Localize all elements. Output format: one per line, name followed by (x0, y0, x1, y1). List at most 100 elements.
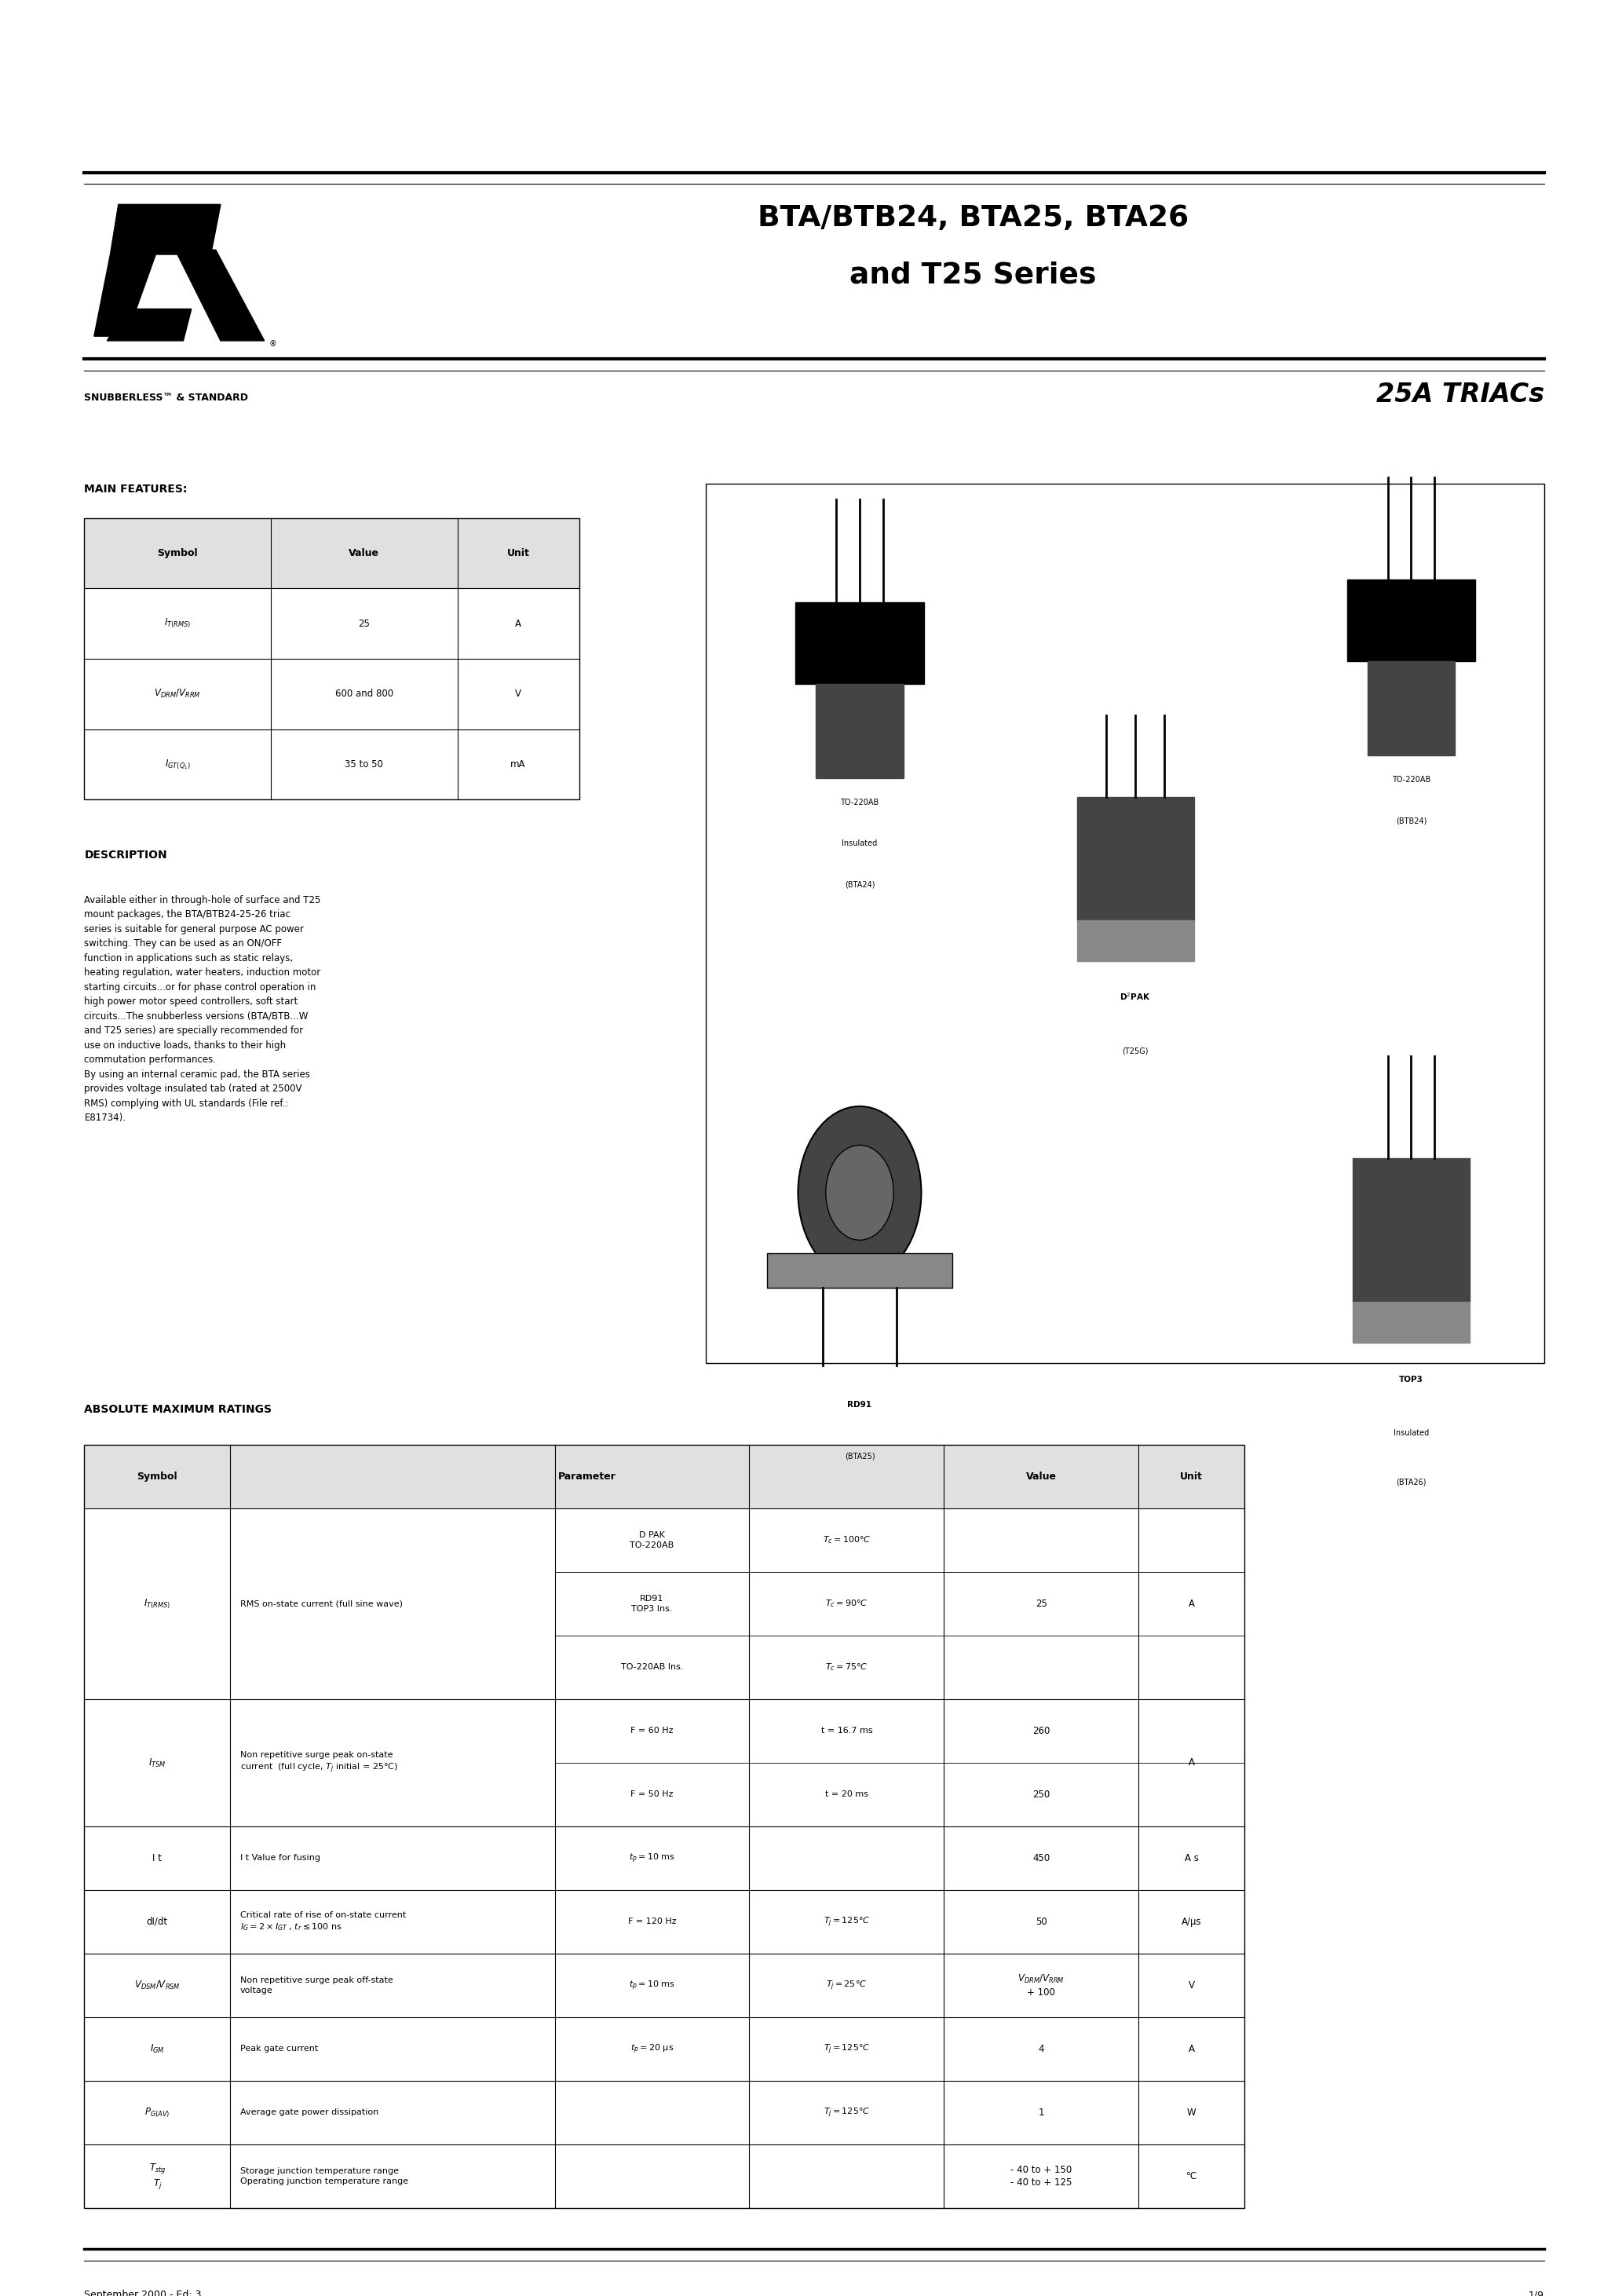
Text: 250: 250 (1033, 1789, 1049, 1800)
Text: t = 20 ms: t = 20 ms (826, 1791, 868, 1798)
Text: Insulated: Insulated (842, 840, 878, 847)
Bar (84, 1444, 1244, 2209)
Text: SNUBBERLESS™ & STANDARD: SNUBBERLESS™ & STANDARD (84, 393, 248, 404)
Text: F = 50 Hz: F = 50 Hz (631, 1791, 673, 1798)
Bar (706, 484, 1544, 1364)
Polygon shape (795, 602, 925, 684)
Text: (BTA25): (BTA25) (845, 1453, 874, 1460)
Text: $T_j = 125°C$: $T_j = 125°C$ (824, 2043, 869, 2055)
Text: W: W (1187, 2108, 1195, 2117)
Text: Insulated: Insulated (1393, 1428, 1429, 1437)
Text: 260: 260 (1033, 1727, 1049, 1736)
Text: TOP3: TOP3 (1400, 1375, 1422, 1384)
Text: $T_j = 125°C$: $T_j = 125°C$ (824, 1915, 869, 1929)
Text: A: A (1189, 1759, 1194, 1768)
Bar (767, 1254, 952, 1288)
Text: $t_p = 20$ µs: $t_p = 20$ µs (631, 2043, 673, 2055)
Polygon shape (1367, 661, 1455, 755)
Text: Critical rate of rise of on-state current
$I_G = 2 \times I_{GT}$ , $t_r \leq 10: Critical rate of rise of on-state curren… (240, 1910, 406, 1933)
Bar (84, 519, 579, 799)
Text: 1/9: 1/9 (1528, 2289, 1544, 2296)
Polygon shape (816, 684, 903, 778)
Text: ABSOLUTE MAXIMUM RATINGS: ABSOLUTE MAXIMUM RATINGS (84, 1403, 272, 1414)
Text: Non repetitive surge peak off-state
voltage: Non repetitive surge peak off-state volt… (240, 1977, 393, 1995)
Text: $I_{GT (Q_1)}$: $I_{GT (Q_1)}$ (165, 758, 190, 771)
Text: Parameter: Parameter (558, 1472, 616, 1481)
Text: $t_p = 10$ ms: $t_p = 10$ ms (629, 1853, 675, 1864)
Text: 25A TRIACs: 25A TRIACs (1375, 381, 1544, 409)
Text: F = 120 Hz: F = 120 Hz (628, 1917, 676, 1926)
Bar (84, 1444, 1244, 1508)
Text: A: A (1189, 2043, 1194, 2055)
Text: 4: 4 (1038, 2043, 1045, 2055)
Text: Peak gate current: Peak gate current (240, 2046, 318, 2053)
Text: 25: 25 (1035, 1598, 1048, 1609)
Text: $T_c = 90°C$: $T_c = 90°C$ (826, 1598, 868, 1609)
Text: A/µs: A/µs (1181, 1917, 1202, 1926)
Text: $t_p = 10$ ms: $t_p = 10$ ms (629, 1979, 675, 1993)
Text: 50: 50 (1035, 1917, 1048, 1926)
Text: A s: A s (1184, 1853, 1199, 1864)
Text: 35 to 50: 35 to 50 (345, 760, 383, 769)
Text: $I_{T(RMS)}$: $I_{T(RMS)}$ (144, 1598, 170, 1609)
Text: Available either in through-hole of surface and T25
mount packages, the BTA/BTB2: Available either in through-hole of surf… (84, 895, 321, 1123)
Text: $T_c = 75°C$: $T_c = 75°C$ (826, 1662, 868, 1674)
Text: 600 and 800: 600 and 800 (336, 689, 393, 698)
Text: Average gate power dissipation: Average gate power dissipation (240, 2108, 378, 2117)
Text: Non repetitive surge peak on-state
current  (full cycle, $T_j$ initial = 25°C): Non repetitive surge peak on-state curre… (240, 1752, 397, 1775)
Text: $V_{DSM}/V_{RSM}$: $V_{DSM}/V_{RSM}$ (135, 1979, 180, 1991)
Text: I t: I t (152, 1853, 162, 1864)
Text: $I_{T(RMS)}$: $I_{T(RMS)}$ (164, 618, 191, 629)
Text: $I_{TSM}$: $I_{TSM}$ (149, 1756, 165, 1768)
Text: $V_{DRM}/V_{RRM}$: $V_{DRM}/V_{RRM}$ (154, 689, 201, 700)
Text: Symbol: Symbol (157, 549, 198, 558)
Text: RMS on-state current (full sine wave): RMS on-state current (full sine wave) (240, 1600, 402, 1607)
Text: TO-220AB Ins.: TO-220AB Ins. (621, 1665, 683, 1671)
Text: A: A (1189, 1598, 1194, 1609)
Text: $V_{DRM}/V_{RRM}$
+ 100: $V_{DRM}/V_{RRM}$ + 100 (1019, 1972, 1064, 1998)
Polygon shape (1353, 1302, 1470, 1343)
Bar (84, 519, 579, 588)
Text: 1: 1 (1038, 2108, 1045, 2117)
Polygon shape (110, 204, 221, 255)
Text: Unit: Unit (1181, 1472, 1202, 1481)
Text: (BTA26): (BTA26) (1397, 1479, 1426, 1486)
Polygon shape (1353, 1159, 1470, 1302)
Text: $T_j = 25°C$: $T_j = 25°C$ (826, 1979, 868, 1993)
Polygon shape (1346, 579, 1476, 661)
Text: I t Value for fusing: I t Value for fusing (240, 1855, 320, 1862)
Text: $T_c = 100°C$: $T_c = 100°C$ (822, 1534, 871, 1545)
Text: $T_j = 125°C$: $T_j = 125°C$ (824, 2105, 869, 2119)
Text: dI/dt: dI/dt (146, 1917, 169, 1926)
Circle shape (826, 1146, 894, 1240)
Text: t = 16.7 ms: t = 16.7 ms (821, 1727, 873, 1736)
Text: - 40 to + 150
- 40 to + 125: - 40 to + 150 - 40 to + 125 (1011, 2165, 1072, 2188)
Text: Storage junction temperature range
Operating junction temperature range: Storage junction temperature range Opera… (240, 2167, 409, 2186)
Text: RD91: RD91 (847, 1401, 873, 1407)
Text: (T25G): (T25G) (1122, 1047, 1148, 1054)
Text: D PAK
TO-220AB: D PAK TO-220AB (629, 1531, 675, 1550)
Text: 450: 450 (1033, 1853, 1049, 1864)
Polygon shape (175, 250, 264, 340)
Text: Unit: Unit (508, 549, 529, 558)
Text: Symbol: Symbol (138, 1472, 177, 1481)
Text: ®: ® (269, 340, 277, 347)
Text: $P_{G(AV)}$: $P_{G(AV)}$ (144, 2105, 170, 2119)
Text: Value: Value (349, 549, 380, 558)
Text: °C: °C (1186, 2172, 1197, 2181)
Text: V: V (1189, 1981, 1194, 1991)
Text: $I_{GM}$: $I_{GM}$ (149, 2043, 165, 2055)
Polygon shape (94, 255, 156, 335)
Text: and T25 Series: and T25 Series (850, 262, 1096, 289)
Text: mA: mA (511, 760, 526, 769)
Text: $T_{stg}$
$T_j$: $T_{stg}$ $T_j$ (149, 2161, 165, 2190)
Text: BTA/BTB24, BTA25, BTA26: BTA/BTB24, BTA25, BTA26 (757, 204, 1189, 232)
Text: (BTA24): (BTA24) (845, 879, 874, 889)
Text: 25: 25 (358, 618, 370, 629)
Text: TO-220AB: TO-220AB (840, 799, 879, 806)
Polygon shape (1077, 797, 1194, 921)
Text: September 2000 - Ed: 3: September 2000 - Ed: 3 (84, 2289, 201, 2296)
Text: D$^2$PAK: D$^2$PAK (1119, 992, 1152, 1001)
Text: MAIN FEATURES:: MAIN FEATURES: (84, 484, 188, 496)
Text: F = 60 Hz: F = 60 Hz (631, 1727, 673, 1736)
